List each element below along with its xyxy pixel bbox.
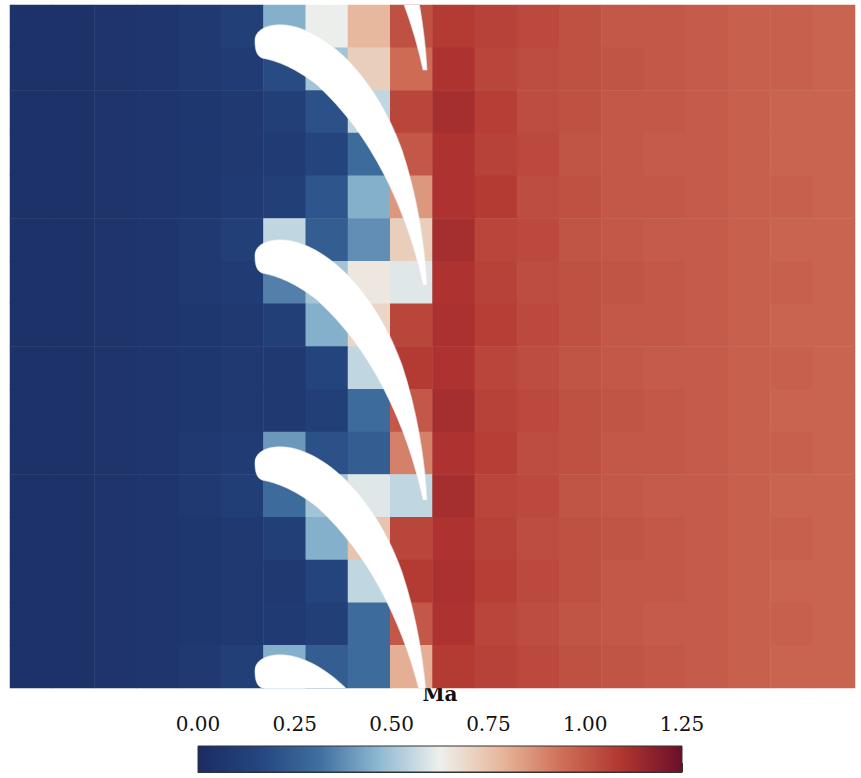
svg-text:0.00: 0.00 (176, 712, 221, 736)
svg-text:0.25: 0.25 (273, 712, 318, 736)
svg-text:1.00: 1.00 (563, 712, 608, 736)
svg-text:0.75: 0.75 (466, 712, 511, 736)
svg-text:1.25: 1.25 (660, 712, 705, 736)
svg-text:0.50: 0.50 (369, 712, 414, 736)
svg-text:Ma: Ma (422, 682, 458, 706)
